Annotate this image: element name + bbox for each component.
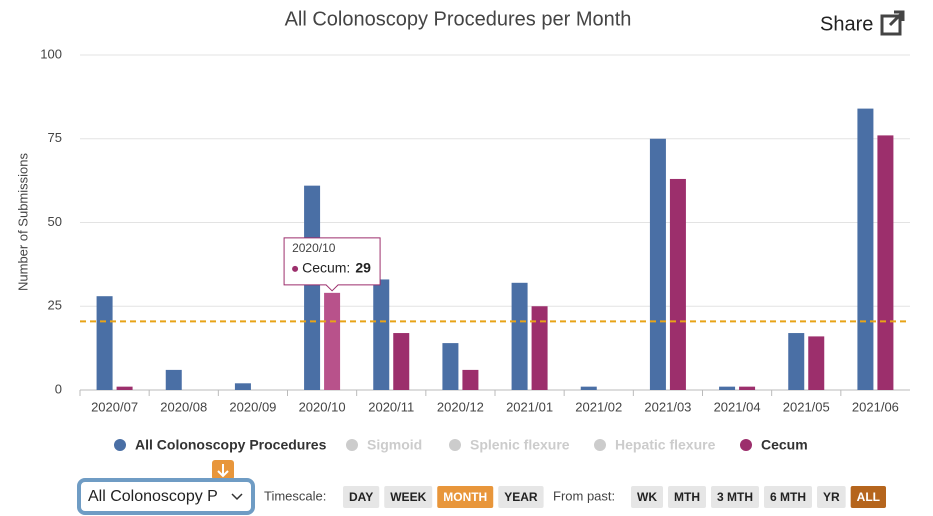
x-tick-label: 2020/12	[437, 399, 484, 414]
timescale-label: Timescale:	[264, 488, 326, 503]
y-tick-label: 0	[55, 381, 62, 396]
button-label[interactable]: MONTH	[443, 490, 487, 504]
legend-marker[interactable]	[740, 439, 752, 451]
button-label[interactable]: MTH	[674, 490, 700, 504]
bar	[165, 369, 182, 390]
dropdown[interactable]	[77, 478, 255, 515]
bar	[531, 306, 548, 390]
x-tick-label: 2020/08	[160, 399, 207, 414]
legend-label[interactable]: Splenic flexure	[470, 437, 570, 453]
x-tick-label: 2020/10	[299, 399, 346, 414]
arrow-icon	[217, 464, 229, 478]
y-tick-label: 100	[40, 46, 62, 61]
legend-label[interactable]: All Colonoscopy Procedures	[135, 437, 327, 453]
bar	[511, 282, 528, 390]
x-tick-label: 2021/06	[852, 399, 899, 414]
tooltip-dot	[292, 265, 299, 272]
button[interactable]	[631, 486, 663, 508]
legend-label[interactable]: Hepatic flexure	[615, 437, 716, 453]
button[interactable]	[498, 486, 544, 508]
bar	[788, 333, 805, 390]
chart-title: All Colonoscopy Procedures per Month	[285, 8, 632, 30]
x-tick-label: 2020/11	[368, 399, 414, 414]
button[interactable]	[764, 486, 812, 508]
bar	[808, 336, 825, 390]
x-tick-label: 2021/01	[506, 399, 553, 414]
from-past-label: From past:	[553, 488, 615, 503]
legend-marker[interactable]	[114, 439, 126, 451]
x-tick-label: 2021/03	[644, 399, 691, 414]
button-label[interactable]: WEEK	[390, 490, 426, 504]
y-tick-label: 25	[48, 298, 62, 313]
share-button[interactable]: Share	[820, 10, 905, 36]
legend-marker[interactable]	[346, 439, 358, 451]
x-tick-label: 2020/07	[91, 399, 138, 414]
bar	[877, 135, 894, 390]
legend-marker[interactable]	[594, 439, 606, 451]
bar	[304, 185, 321, 390]
tooltip-title: 2020/10	[292, 241, 336, 255]
tooltip-box	[283, 237, 381, 292]
bar	[719, 386, 736, 390]
bar	[580, 386, 597, 390]
bar	[739, 386, 756, 390]
legend-label[interactable]: Cecum	[761, 437, 808, 453]
bar	[442, 343, 459, 390]
y-tick-label: 50	[48, 214, 62, 229]
button-label[interactable]: ALL	[857, 490, 880, 504]
legend-label[interactable]: Sigmoid	[367, 437, 422, 453]
legend-marker[interactable]	[449, 439, 461, 451]
button[interactable]	[850, 486, 886, 508]
y-axis-label: Number of Submissions	[15, 153, 30, 291]
button-label[interactable]: YR	[823, 490, 840, 504]
button-label[interactable]: 3 MTH	[717, 490, 753, 504]
x-tick-label: 2021/04	[714, 399, 761, 414]
share-icon[interactable]	[880, 14, 902, 36]
y-tick-label: 75	[48, 130, 62, 145]
x-tick-label: 2021/02	[575, 399, 622, 414]
bar	[669, 178, 686, 390]
bar	[96, 296, 113, 390]
bar	[116, 386, 133, 390]
bar	[649, 138, 666, 390]
button[interactable]	[668, 486, 706, 508]
dropdown-caret[interactable]	[231, 493, 243, 501]
bar	[857, 108, 874, 390]
button-label[interactable]: DAY	[349, 490, 373, 504]
share-label[interactable]: Share	[820, 13, 873, 35]
bar	[234, 383, 251, 390]
share-icon-arrow[interactable]	[888, 10, 905, 27]
button[interactable]	[817, 486, 846, 508]
button[interactable]	[384, 486, 433, 508]
bar	[393, 333, 410, 390]
bar	[324, 292, 341, 390]
x-tick-label: 2021/05	[783, 399, 830, 414]
button[interactable]	[343, 486, 380, 508]
dropdown-label[interactable]: All Colonoscopy P	[88, 488, 218, 505]
bar	[373, 279, 390, 390]
bar	[462, 369, 479, 390]
button[interactable]	[711, 486, 759, 508]
tooltip-label: Cecum:	[302, 260, 350, 276]
x-tick-label: 2020/09	[229, 399, 276, 414]
tooltip-value: 29	[355, 260, 371, 276]
button-label[interactable]: YEAR	[504, 490, 538, 504]
button-label[interactable]: WK	[637, 490, 657, 504]
button[interactable]	[437, 486, 494, 508]
button-label[interactable]: 6 MTH	[770, 490, 806, 504]
